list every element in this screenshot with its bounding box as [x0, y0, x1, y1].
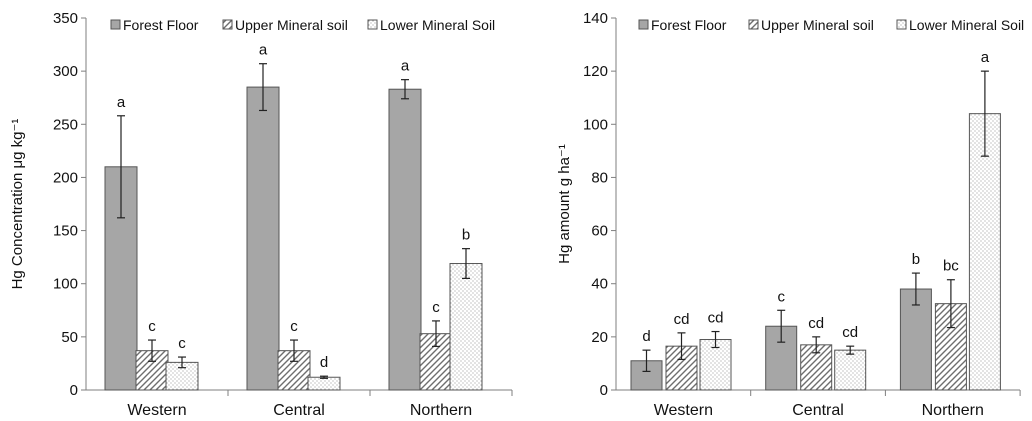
y-tick-label: 0 [70, 382, 78, 399]
legend-swatch [748, 19, 759, 30]
y-tick-label: 0 [600, 382, 608, 399]
significance-label: a [981, 49, 990, 66]
y-tick-label: 50 [61, 329, 78, 346]
significance-label: a [117, 94, 126, 111]
significance-label: c [432, 299, 440, 316]
legend-label: Lower Mineral Soil [380, 17, 495, 33]
y-tick-label: 100 [583, 116, 608, 133]
bar [968, 113, 1001, 391]
y-tick-label: 20 [591, 329, 608, 346]
legend-swatch [638, 19, 649, 30]
significance-label: c [148, 318, 156, 335]
significance-label: d [642, 328, 650, 345]
significance-label: d [320, 354, 328, 371]
y-tick-label: 80 [591, 169, 608, 186]
bar [388, 88, 422, 391]
x-category-label: Central [273, 402, 325, 419]
significance-label: c [777, 288, 785, 305]
concentration-chart: 0 50 100 150 200 250 300 350 Hg Concentration μg… [9, 10, 513, 419]
significance-label: a [401, 58, 410, 75]
y-tick-label: 200 [53, 169, 78, 186]
legend-label: Upper Mineral soil [761, 17, 874, 33]
legend-label: Lower Mineral Soil [909, 17, 1024, 33]
x-category-label: Western [127, 402, 186, 419]
legend-swatch [110, 19, 121, 30]
y-axis-title: Hg Concentration μg kg⁻¹ [9, 119, 26, 290]
significance-label: c [290, 318, 298, 335]
significance-label: c [178, 335, 186, 352]
significance-label: cd [808, 315, 824, 332]
bar [834, 349, 867, 391]
y-tick-label: 140 [583, 10, 608, 27]
significance-label: a [259, 42, 268, 59]
bar [307, 376, 341, 391]
bar [899, 288, 932, 391]
y-tick-label: 350 [53, 10, 78, 27]
significance-label: bc [943, 258, 959, 275]
y-tick-label: 250 [53, 116, 78, 133]
y-tick-label: 40 [591, 276, 608, 293]
legend-label: Forest Floor [123, 17, 199, 33]
significance-label: cd [842, 324, 858, 341]
x-category-label: Northern [410, 402, 472, 419]
legend-swatch [896, 19, 907, 30]
amount-chart: 0 20 40 60 80 100 120 140 Hg amount g ha⁻¹ Wester… [556, 10, 1024, 419]
legend-swatch [222, 19, 233, 30]
legend-label: Upper Mineral soil [235, 17, 348, 33]
y-tick-label: 120 [583, 63, 608, 80]
y-axis-title: Hg amount g ha⁻¹ [556, 144, 573, 264]
significance-label: cd [708, 310, 724, 327]
x-category-label: Northern [922, 402, 984, 419]
significance-label: b [462, 227, 470, 244]
y-tick-label: 300 [53, 63, 78, 80]
significance-label: b [912, 251, 920, 268]
bar [246, 86, 280, 391]
legend-label: Forest Floor [651, 17, 727, 33]
y-tick-label: 60 [591, 223, 608, 240]
y-tick-label: 150 [53, 223, 78, 240]
bar [449, 263, 483, 391]
legend-swatch [367, 19, 378, 30]
x-category-label: Western [654, 402, 713, 419]
significance-label: cd [674, 311, 690, 328]
y-tick-label: 100 [53, 276, 78, 293]
x-category-label: Central [792, 402, 844, 419]
